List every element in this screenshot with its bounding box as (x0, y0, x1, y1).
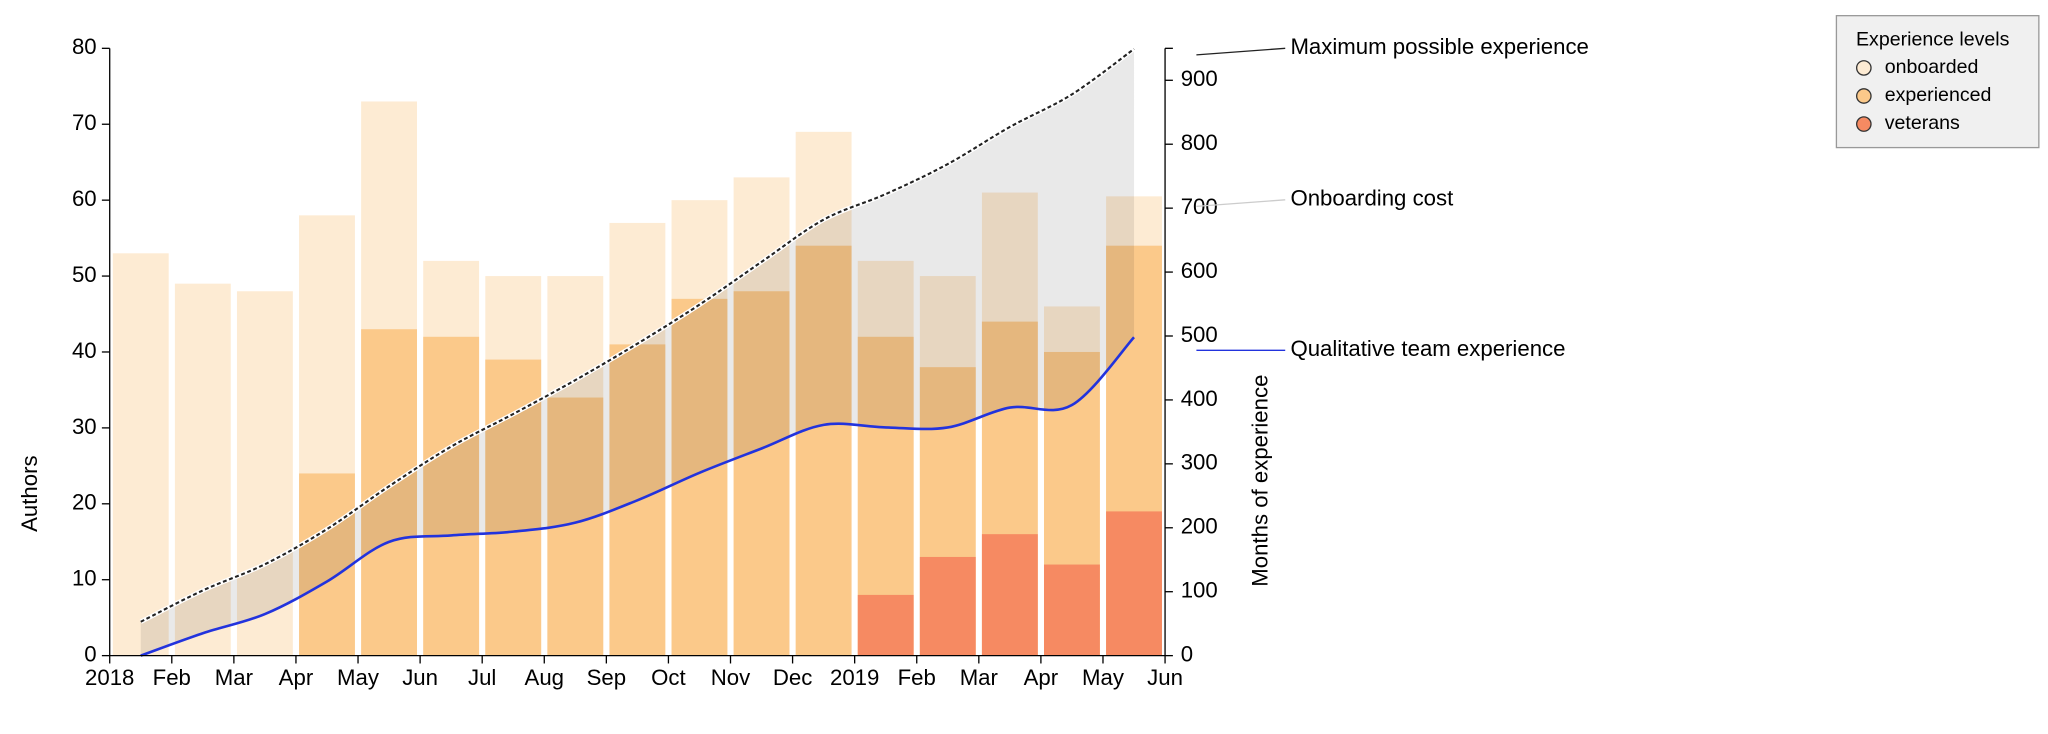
y-tick-label: 80 (72, 34, 97, 59)
bar (112, 253, 169, 656)
y2-tick-label: 500 (1181, 322, 1218, 347)
x-tick-label: Aug (525, 665, 564, 690)
bar (361, 329, 418, 656)
y2-axis-label: Months of experience (1248, 375, 1273, 587)
legend-swatch (1855, 88, 1872, 104)
leader-line (1196, 199, 1286, 208)
bar (423, 336, 480, 656)
bar (919, 556, 976, 656)
area (140, 48, 1135, 656)
bar (795, 245, 852, 656)
x-tick-label: Mar (960, 665, 999, 690)
y-tick-label: 10 (72, 566, 97, 591)
y-tick-label: 50 (72, 262, 97, 287)
x-tick-label: May (1082, 665, 1125, 690)
x-tick-label: Oct (651, 665, 686, 690)
legend-label: onboarded (1885, 56, 1979, 78)
line (140, 336, 1135, 657)
x-tick-label: Apr (1024, 665, 1059, 690)
x-tick-label: Nov (711, 665, 751, 690)
bar (236, 291, 293, 656)
legend-swatch (1855, 116, 1872, 132)
y-tick-label: 30 (72, 414, 97, 439)
leader-line (1196, 47, 1286, 56)
bar (174, 283, 231, 656)
line-label: Qualitative team experience (1290, 336, 1565, 361)
area-label: Onboarding cost (1290, 186, 1453, 211)
legend-label: experienced (1885, 84, 1992, 106)
y-tick-label: 60 (72, 186, 97, 211)
y-axis-label: Authors (17, 455, 42, 531)
y-tick-label: 70 (72, 110, 97, 135)
x-tick-label: 2018 (85, 665, 134, 690)
y2-tick-label: 900 (1181, 66, 1218, 91)
x-tick-label: Mar (215, 665, 254, 690)
legend-title: Experience levels (1856, 29, 2010, 51)
legend: onboarded experienced veterans (1855, 56, 1992, 134)
y-tick-label: 0 (84, 641, 96, 666)
x-tick-label: Feb (898, 665, 936, 690)
axes: 0102030405060708001002003004005006007008… (72, 34, 1218, 690)
bars (112, 101, 1162, 656)
x-tick-label: Jul (468, 665, 496, 690)
bar (981, 534, 1038, 656)
y-tick-label: 20 (72, 490, 97, 515)
y2-tick-label: 800 (1181, 130, 1218, 155)
legend-label: veterans (1885, 112, 1960, 134)
x-tick-label: Jun (402, 665, 438, 690)
bar (1106, 511, 1162, 656)
line (140, 48, 1135, 623)
y2-tick-label: 300 (1181, 450, 1218, 475)
x-tick-label: Feb (153, 665, 191, 690)
y2-tick-label: 400 (1181, 386, 1218, 411)
bar (671, 298, 728, 656)
bar (857, 594, 914, 656)
x-tick-label: Apr (279, 665, 314, 690)
x-tick-label: Sep (587, 665, 626, 690)
x-tick-label: Dec (773, 665, 812, 690)
bar (299, 473, 355, 656)
y2-tick-label: 600 (1181, 258, 1218, 283)
y2-tick-label: 0 (1181, 641, 1193, 666)
bar (1044, 564, 1100, 656)
line-label: Maximum possible experience (1290, 34, 1588, 59)
x-tick-label: 2019 (830, 665, 879, 690)
y2-tick-label: 100 (1181, 578, 1218, 603)
x-tick-label: May (337, 665, 380, 690)
y2-tick-label: 200 (1181, 514, 1218, 539)
x-tick-label: Jun (1147, 665, 1183, 690)
y-tick-label: 40 (72, 338, 97, 363)
bar (733, 291, 790, 656)
legend-swatch (1855, 60, 1872, 76)
lines: Maximum possible experience Qualitative t… (139, 34, 1589, 657)
bar (485, 359, 542, 656)
